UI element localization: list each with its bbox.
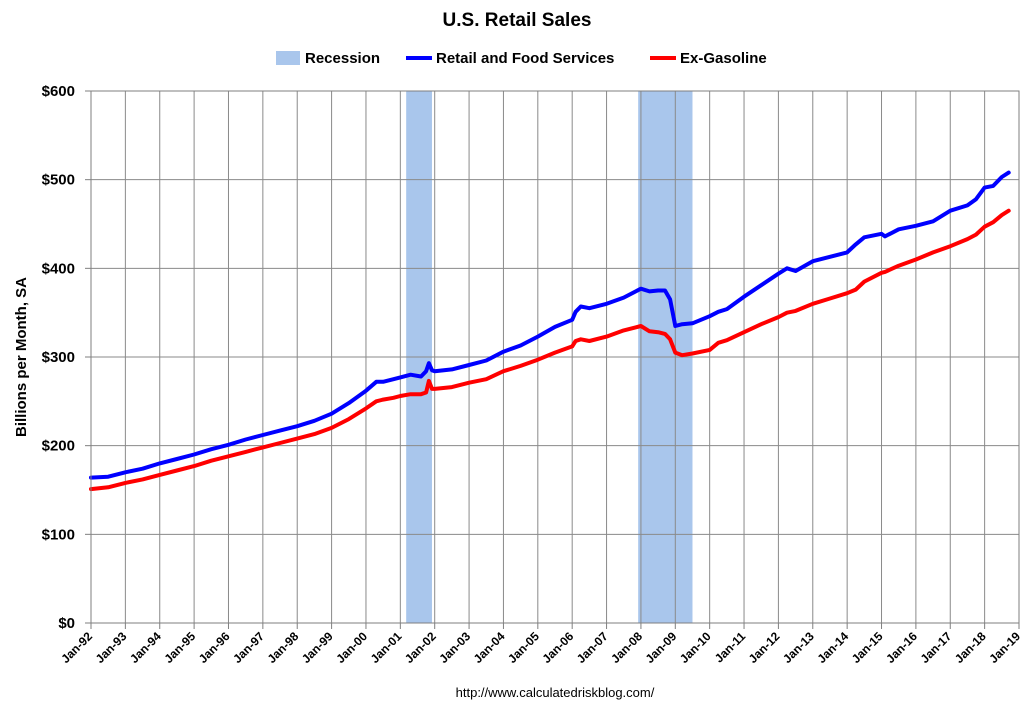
x-tick-label-22: Jan-14 xyxy=(814,629,851,666)
x-tick-label-27: Jan-19 xyxy=(986,629,1023,666)
series-line-retail-and-food-services xyxy=(89,170,1011,480)
x-tick-label-25: Jan-17 xyxy=(918,629,955,666)
legend: Recession Retail and Food Services Ex-Ga… xyxy=(276,50,767,67)
series-line-ex-gasoline xyxy=(89,208,1011,492)
x-tick-label-8: Jan-00 xyxy=(333,629,370,666)
x-tick-label-3: Jan-95 xyxy=(161,629,198,666)
y-tick-label-1: $100 xyxy=(42,526,75,543)
x-tick-label-11: Jan-03 xyxy=(436,629,473,666)
x-tick-label-10: Jan-02 xyxy=(402,629,439,666)
x-tick-label-21: Jan-13 xyxy=(780,629,817,666)
legend-recession-label: Recession xyxy=(305,50,380,67)
x-tick-label-16: Jan-08 xyxy=(608,629,645,666)
chart-title: U.S. Retail Sales xyxy=(443,10,592,31)
x-tick-label-26: Jan-18 xyxy=(952,629,989,666)
legend-recession-swatch xyxy=(276,51,300,65)
legend-exgas-label: Ex-Gasoline xyxy=(680,50,767,67)
y-tick-label-4: $400 xyxy=(42,260,75,277)
y-tick-label-6: $600 xyxy=(42,83,75,100)
x-tick-label-13: Jan-05 xyxy=(505,629,542,666)
y-tick-label-5: $500 xyxy=(42,172,75,189)
x-tick-label-0: Jan-92 xyxy=(58,629,95,666)
x-tick-label-15: Jan-07 xyxy=(574,629,611,666)
x-tick-label-20: Jan-12 xyxy=(746,629,783,666)
x-tick-label-4: Jan-96 xyxy=(196,629,233,666)
x-axis-ticks: Jan-92Jan-93Jan-94Jan-95Jan-96Jan-97Jan-… xyxy=(58,623,1023,666)
x-tick-label-17: Jan-09 xyxy=(643,629,680,666)
x-tick-label-14: Jan-06 xyxy=(540,629,577,666)
x-tick-label-23: Jan-15 xyxy=(849,629,886,666)
x-tick-label-19: Jan-11 xyxy=(712,629,749,666)
source-url: http://www.calculatedriskblog.com/ xyxy=(456,685,655,700)
y-tick-label-0: $0 xyxy=(58,615,75,632)
x-tick-label-7: Jan-99 xyxy=(299,629,336,666)
x-tick-label-9: Jan-01 xyxy=(368,629,405,666)
legend-retail-label: Retail and Food Services xyxy=(436,50,614,67)
x-tick-label-1: Jan-93 xyxy=(93,629,130,666)
x-tick-label-6: Jan-98 xyxy=(265,629,302,666)
x-tick-label-18: Jan-10 xyxy=(677,629,714,666)
x-tick-label-24: Jan-16 xyxy=(883,629,920,666)
y-axis-label: Billions per Month, SA xyxy=(13,277,30,437)
y-tick-label-2: $200 xyxy=(42,438,75,455)
y-axis-ticks: $0 $100 $200 $300 $400 $500 $600 xyxy=(42,83,91,632)
series-lines xyxy=(89,170,1011,492)
x-tick-label-5: Jan-97 xyxy=(230,629,267,666)
x-tick-label-12: Jan-04 xyxy=(471,629,508,666)
y-tick-label-3: $300 xyxy=(42,349,75,366)
x-tick-label-2: Jan-94 xyxy=(127,629,164,666)
